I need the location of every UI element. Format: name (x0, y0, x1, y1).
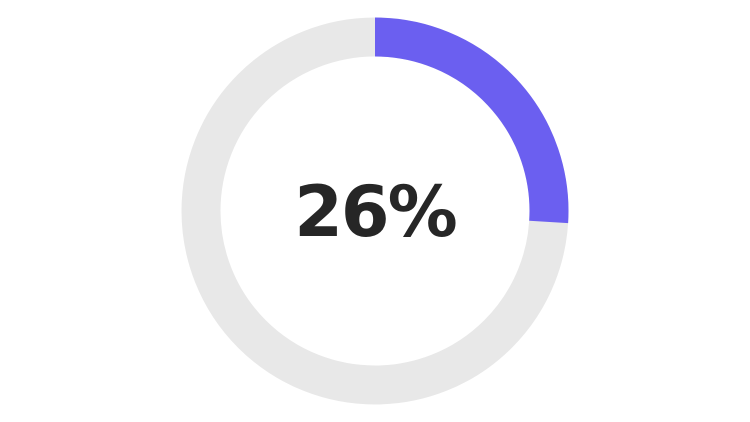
progress-fill-arc (374, 17, 569, 224)
progress-percent-label: 26% (294, 171, 458, 253)
